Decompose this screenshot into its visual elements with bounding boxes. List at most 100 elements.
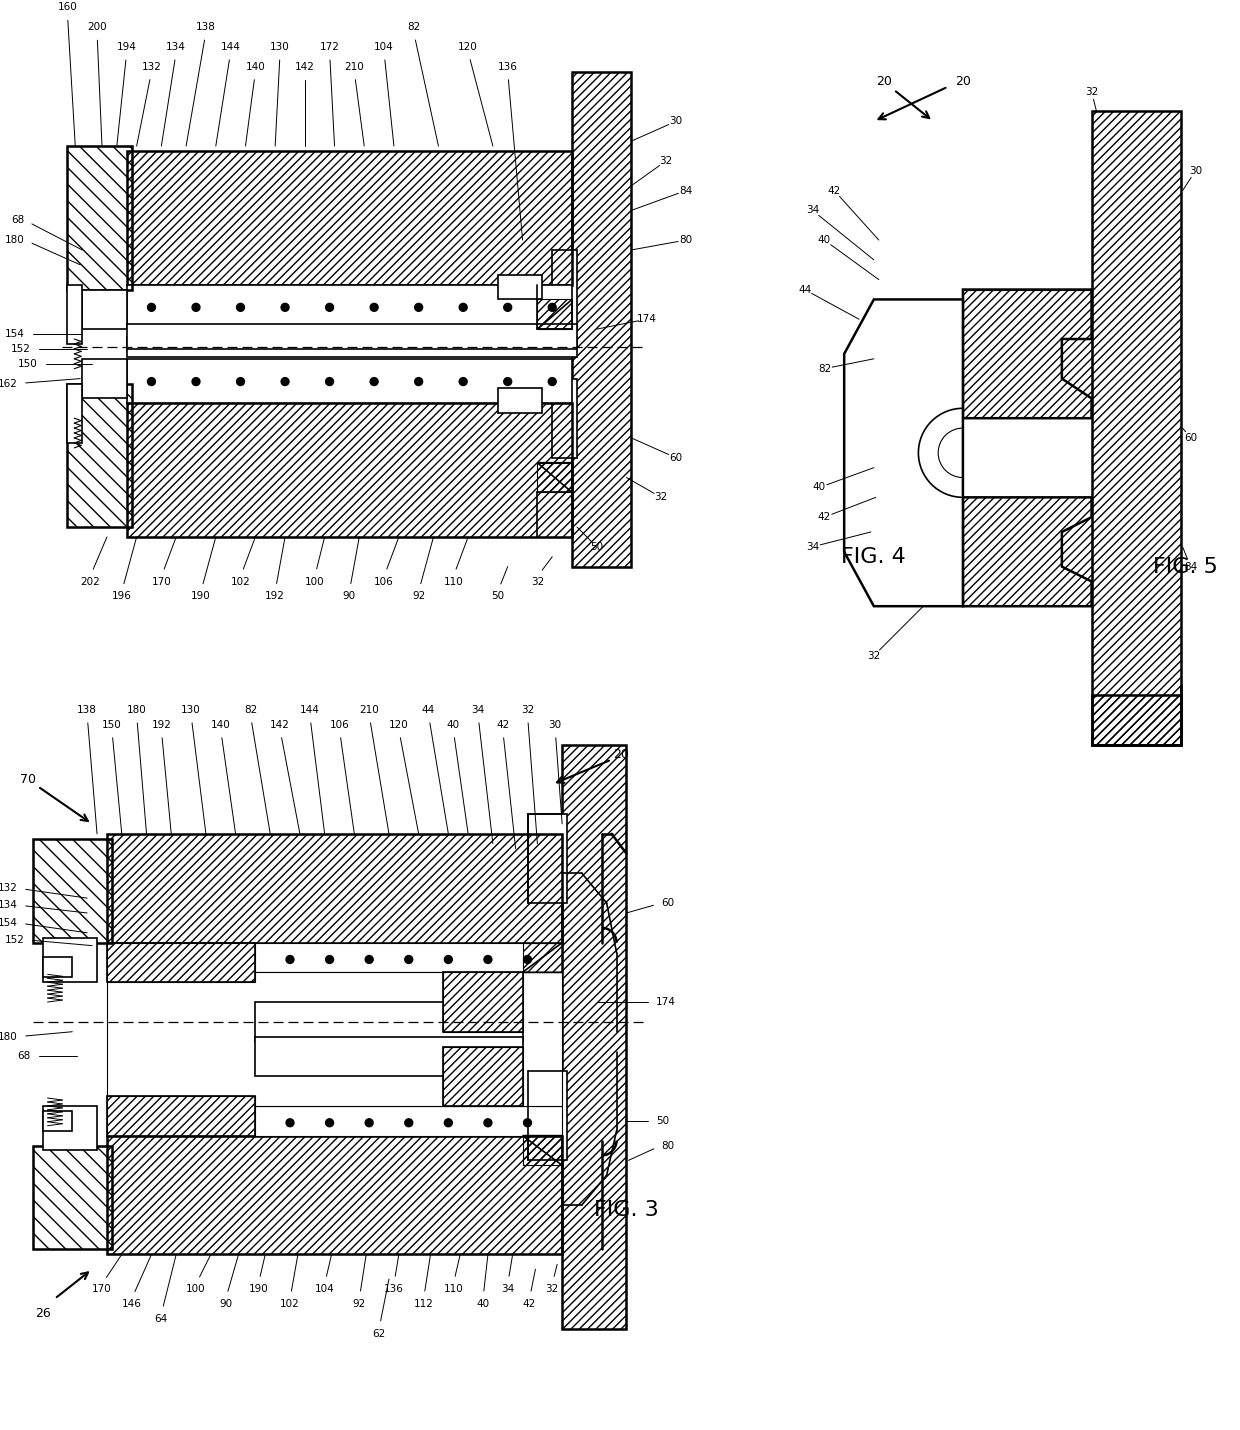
Circle shape [444,1118,453,1127]
Text: 136: 136 [384,1284,404,1294]
Bar [1091,112,1180,745]
Text: 180: 180 [0,1031,17,1041]
Text: 102: 102 [280,1298,300,1308]
Text: 190: 190 [191,592,211,602]
Bar [126,152,572,285]
Bar [32,1145,112,1250]
Text: 40: 40 [813,482,826,492]
Bar [1091,112,1180,745]
Circle shape [167,1118,175,1127]
Circle shape [286,1118,294,1127]
Text: 68: 68 [17,1051,31,1061]
Bar [497,389,542,413]
Text: 32: 32 [867,651,880,661]
Bar [107,1105,562,1135]
Text: 50: 50 [491,592,505,602]
Text: 138: 138 [196,23,216,33]
Circle shape [237,303,244,312]
Bar [444,1047,522,1105]
Text: 84: 84 [680,186,692,196]
Text: 194: 194 [117,41,136,51]
Text: 132: 132 [0,884,17,894]
Bar [42,1111,72,1131]
Circle shape [281,303,289,312]
Circle shape [503,303,512,312]
Bar [107,1135,562,1254]
Bar [537,299,572,329]
Bar [107,1095,255,1135]
Bar [527,814,567,904]
Text: 120: 120 [459,41,477,51]
Text: 50: 50 [656,1115,670,1125]
Circle shape [247,1118,254,1127]
Text: 100: 100 [305,576,325,586]
Bar [572,72,631,566]
Circle shape [523,1118,532,1127]
Circle shape [207,1118,215,1127]
Circle shape [459,378,467,386]
Bar [963,498,1091,606]
Bar [537,463,572,492]
Polygon shape [844,299,963,606]
Text: 34: 34 [501,1284,515,1294]
Text: 104: 104 [315,1284,335,1294]
Text: 40: 40 [818,235,831,245]
Text: 200: 200 [87,23,107,33]
Circle shape [326,955,334,964]
Bar [67,146,131,289]
Text: 100: 100 [186,1284,206,1294]
Circle shape [281,378,289,386]
Bar [42,938,97,982]
Text: 44: 44 [422,705,435,715]
Bar [444,1047,522,1105]
Text: 120: 120 [389,719,409,729]
Circle shape [207,955,215,964]
Text: 154: 154 [0,918,17,928]
Circle shape [371,303,378,312]
Text: 80: 80 [661,1141,675,1151]
Text: 196: 196 [112,592,131,602]
Text: 20: 20 [875,76,892,89]
Text: 174: 174 [656,997,676,1007]
Text: 106: 106 [374,576,394,586]
Text: 32: 32 [1085,87,1099,97]
Circle shape [326,378,334,386]
Text: 140: 140 [246,61,265,72]
Circle shape [366,1118,373,1127]
Text: 142: 142 [295,61,315,72]
Bar [562,745,626,1328]
Bar [107,1135,562,1254]
Bar [126,325,577,349]
Bar [107,942,255,982]
Text: 68: 68 [11,216,25,226]
Text: 32: 32 [531,576,544,586]
Bar [107,942,562,972]
Text: 82: 82 [244,705,257,715]
Bar [107,834,562,942]
Bar [1091,695,1180,745]
Text: 130: 130 [181,705,201,715]
Bar [32,1145,112,1250]
Text: 132: 132 [141,61,161,72]
Text: 42: 42 [523,1298,536,1308]
Text: 112: 112 [414,1298,434,1308]
Circle shape [548,378,557,386]
Bar [67,383,131,528]
Text: 170: 170 [151,576,171,586]
Text: 138: 138 [77,705,97,715]
Text: 60: 60 [670,453,682,463]
Text: 32: 32 [546,1284,559,1294]
Bar [126,403,572,536]
Circle shape [404,955,413,964]
Circle shape [503,378,512,386]
Text: 190: 190 [248,1284,268,1294]
Text: 60: 60 [1184,433,1197,443]
Bar [562,745,626,1328]
Circle shape [167,955,175,964]
Text: 62: 62 [372,1328,386,1338]
Text: 20: 20 [955,76,971,89]
Text: 34: 34 [806,542,820,552]
Bar [32,839,112,942]
Text: 110: 110 [444,576,464,586]
Text: 90: 90 [342,592,356,602]
